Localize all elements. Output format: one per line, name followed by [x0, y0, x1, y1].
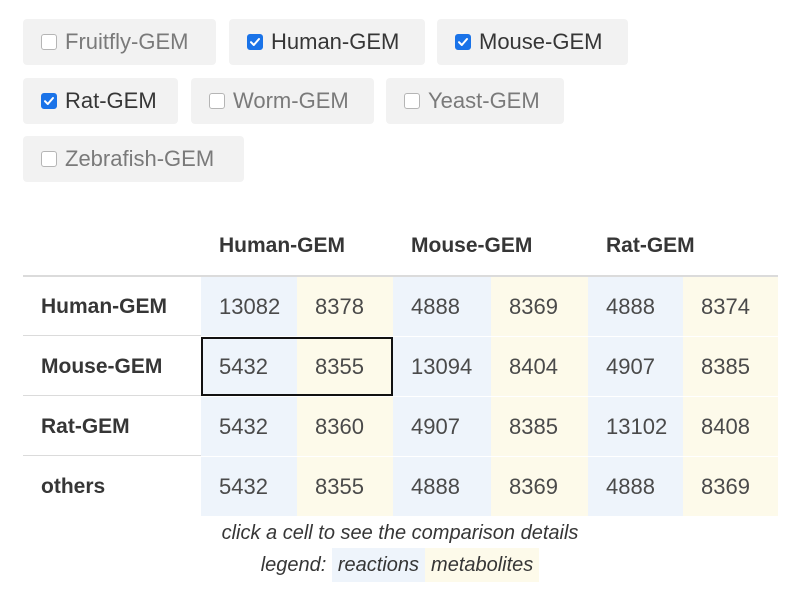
- model-toggle-human-gem[interactable]: Human-GEM: [229, 19, 425, 65]
- column-header-human-gem: Human-GEM: [219, 234, 345, 257]
- metabolites-cell[interactable]: 8360: [297, 397, 393, 456]
- reactions-cell[interactable]: 13102: [588, 397, 683, 456]
- model-toggle-label: Fruitfly-GEM: [65, 29, 189, 54]
- reactions-cell[interactable]: 4888: [393, 457, 491, 516]
- reactions-cell-selected[interactable]: 5432: [201, 337, 297, 396]
- model-toggle-rat-gem[interactable]: Rat-GEM: [23, 78, 178, 124]
- reactions-cell[interactable]: 4888: [393, 277, 491, 336]
- column-header-rat-gem: Rat-GEM: [606, 234, 695, 257]
- table-row: others 5432 8355 4888 8369 4888 8369: [23, 457, 778, 516]
- reactions-cell[interactable]: 4907: [393, 397, 491, 456]
- model-toggle-label: Human-GEM: [271, 29, 400, 54]
- column-header-mouse-gem: Mouse-GEM: [411, 234, 533, 257]
- metabolites-cell[interactable]: 8408: [683, 397, 778, 456]
- metabolites-cell[interactable]: 8378: [297, 277, 393, 336]
- legend-reactions: reactions: [331, 548, 426, 582]
- table-row: Human-GEM 13082 8378 4888 8369 4888 8374: [23, 277, 778, 336]
- table-hint: click a cell to see the comparison detai…: [221, 522, 579, 544]
- legend-label: legend:: [260, 554, 327, 576]
- model-toggle-label: Zebrafish-GEM: [65, 146, 215, 171]
- comparison-table: Human-GEM Mouse-GEM Rat-GEM Human-GEM 13…: [23, 220, 778, 516]
- row-header: Mouse-GEM: [41, 355, 163, 378]
- reactions-cell[interactable]: 4888: [588, 277, 683, 336]
- reactions-cell[interactable]: 4888: [588, 457, 683, 516]
- metabolites-cell[interactable]: 8385: [683, 337, 778, 396]
- metabolites-cell-selected[interactable]: 8355: [297, 337, 393, 396]
- model-toggle-label: Rat-GEM: [65, 88, 157, 113]
- checkbox-unchecked-icon[interactable]: [404, 93, 420, 109]
- checkbox-checked-icon[interactable]: [247, 34, 263, 50]
- row-header: Rat-GEM: [41, 415, 130, 438]
- metabolites-cell[interactable]: 8385: [491, 397, 588, 456]
- metabolites-cell[interactable]: 8369: [491, 457, 588, 516]
- legend-metabolites: metabolites: [425, 548, 540, 582]
- checkbox-checked-icon[interactable]: [455, 34, 471, 50]
- model-toggle-mouse-gem[interactable]: Mouse-GEM: [437, 19, 628, 65]
- model-toggle-fruitfly-gem[interactable]: Fruitfly-GEM: [23, 19, 216, 65]
- legend: legend: reactions metabolites: [0, 548, 800, 582]
- reactions-cell[interactable]: 4907: [588, 337, 683, 396]
- table-header-divider: [23, 275, 778, 277]
- model-toggle-worm-gem[interactable]: Worm-GEM: [191, 78, 374, 124]
- reactions-cell[interactable]: 13082: [201, 277, 297, 336]
- model-toggle-label: Worm-GEM: [233, 88, 349, 113]
- metabolites-cell[interactable]: 8404: [491, 337, 588, 396]
- row-header: Human-GEM: [41, 295, 167, 318]
- metabolites-cell[interactable]: 8374: [683, 277, 778, 336]
- table-row: Mouse-GEM 5432 8355 13094 8404 4907 8385: [23, 337, 778, 396]
- checkbox-checked-icon[interactable]: [41, 93, 57, 109]
- reactions-cell[interactable]: 5432: [201, 397, 297, 456]
- checkbox-unchecked-icon[interactable]: [41, 34, 57, 50]
- model-toggle-label: Mouse-GEM: [479, 29, 603, 54]
- checkbox-unchecked-icon[interactable]: [41, 151, 57, 167]
- checkbox-unchecked-icon[interactable]: [209, 93, 225, 109]
- row-header: others: [41, 475, 106, 498]
- model-selector: Fruitfly-GEM Human-GEM Mouse-GEM Rat-GEM…: [0, 0, 800, 200]
- metabolites-cell[interactable]: 8369: [491, 277, 588, 336]
- table-row: Rat-GEM 5432 8360 4907 8385 13102 8408: [23, 397, 778, 456]
- model-toggle-yeast-gem[interactable]: Yeast-GEM: [386, 78, 564, 124]
- metabolites-cell[interactable]: 8355: [297, 457, 393, 516]
- reactions-cell[interactable]: 5432: [201, 457, 297, 516]
- model-toggle-label: Yeast-GEM: [428, 88, 540, 113]
- model-toggle-zebrafish-gem[interactable]: Zebrafish-GEM: [23, 136, 244, 182]
- reactions-cell[interactable]: 13094: [393, 337, 491, 396]
- metabolites-cell[interactable]: 8369: [683, 457, 778, 516]
